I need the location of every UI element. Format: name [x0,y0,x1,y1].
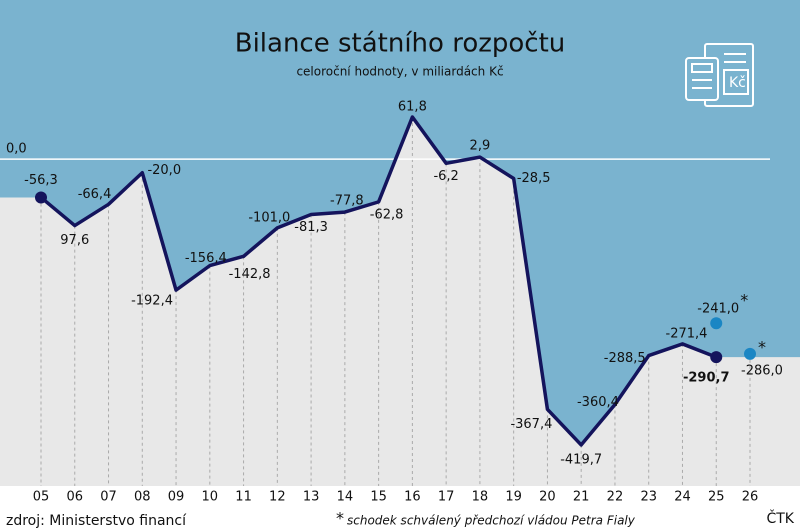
value-label: -360,4 [577,395,619,410]
chart-subtitle: celoroční hodnoty, v miliardách Kč [296,65,503,79]
value-label: -290,7 [683,371,730,386]
value-label: 2,9 [470,139,491,154]
x-tick-label: 09 [168,490,185,505]
x-tick-label: 24 [674,490,691,505]
x-tick-label: 11 [235,490,252,505]
x-tick-label: 21 [573,490,590,505]
icon [685,43,754,107]
x-tick-label: 23 [640,490,657,505]
x-tick-label: 12 [269,490,286,505]
x-tick-label: 17 [438,490,455,505]
value-label: -28,5 [517,171,551,186]
area [0,117,800,487]
value-label: -286,0 [741,363,783,378]
value-label: -62,8 [370,207,404,222]
line [39,115,717,447]
x-tick-label: 19 [505,490,522,505]
value-label: -142,8 [229,267,271,282]
point [710,317,723,330]
value-label: -192,4 [131,294,173,309]
x-tick-label: 16 [404,490,421,505]
x-tick-label: 20 [539,490,556,505]
icon-text: Kč [729,75,746,91]
x-tick-label: 07 [100,490,117,505]
point [35,191,47,204]
note-marker: * [740,291,748,310]
value-label: -20,0 [147,163,181,178]
note-marker: * [336,509,344,528]
value-label: 97,6 [60,233,89,248]
point [710,351,723,364]
note-marker: * [758,337,766,356]
x-tick-label: 05 [33,490,50,505]
value-label: -288,5 [604,351,646,366]
value-label: -241,0 [697,302,739,317]
credit: ČTK [766,509,794,527]
value-label: -81,3 [294,220,328,235]
chart-title: Bilance státního rozpočtu [235,29,566,59]
x-tick-label: 10 [202,490,219,505]
x-tick-label: 25 [708,490,725,505]
value-label: -367,4 [510,417,552,432]
source: zdroj: Ministerstvo financí [6,513,187,529]
x-tick-label: 14 [337,490,354,505]
value-label: -77,8 [330,194,364,209]
value-label: -271,4 [666,326,708,341]
x-tick-label: 18 [472,490,489,505]
value-label: -6,2 [433,169,458,184]
point [744,347,756,360]
value-label: -66,4 [78,187,112,202]
value-label: -56,3 [24,173,58,188]
y-tick-label: 0,0 [6,142,27,157]
x-tick-label: 06 [66,490,83,505]
x-tick-label: 22 [607,490,624,505]
value-label: -156,4 [185,251,227,266]
note: schodek schválený předchozí vládou Petra… [347,514,636,528]
value-label: -419,7 [560,452,602,467]
value-label: -101,0 [248,210,290,225]
x-tick-label: 13 [303,490,320,505]
x-tick-label: 15 [370,490,387,505]
x-tick-label: 26 [742,490,759,505]
value-label: 61,8 [398,100,427,115]
x-tick-label: 08 [134,490,151,505]
